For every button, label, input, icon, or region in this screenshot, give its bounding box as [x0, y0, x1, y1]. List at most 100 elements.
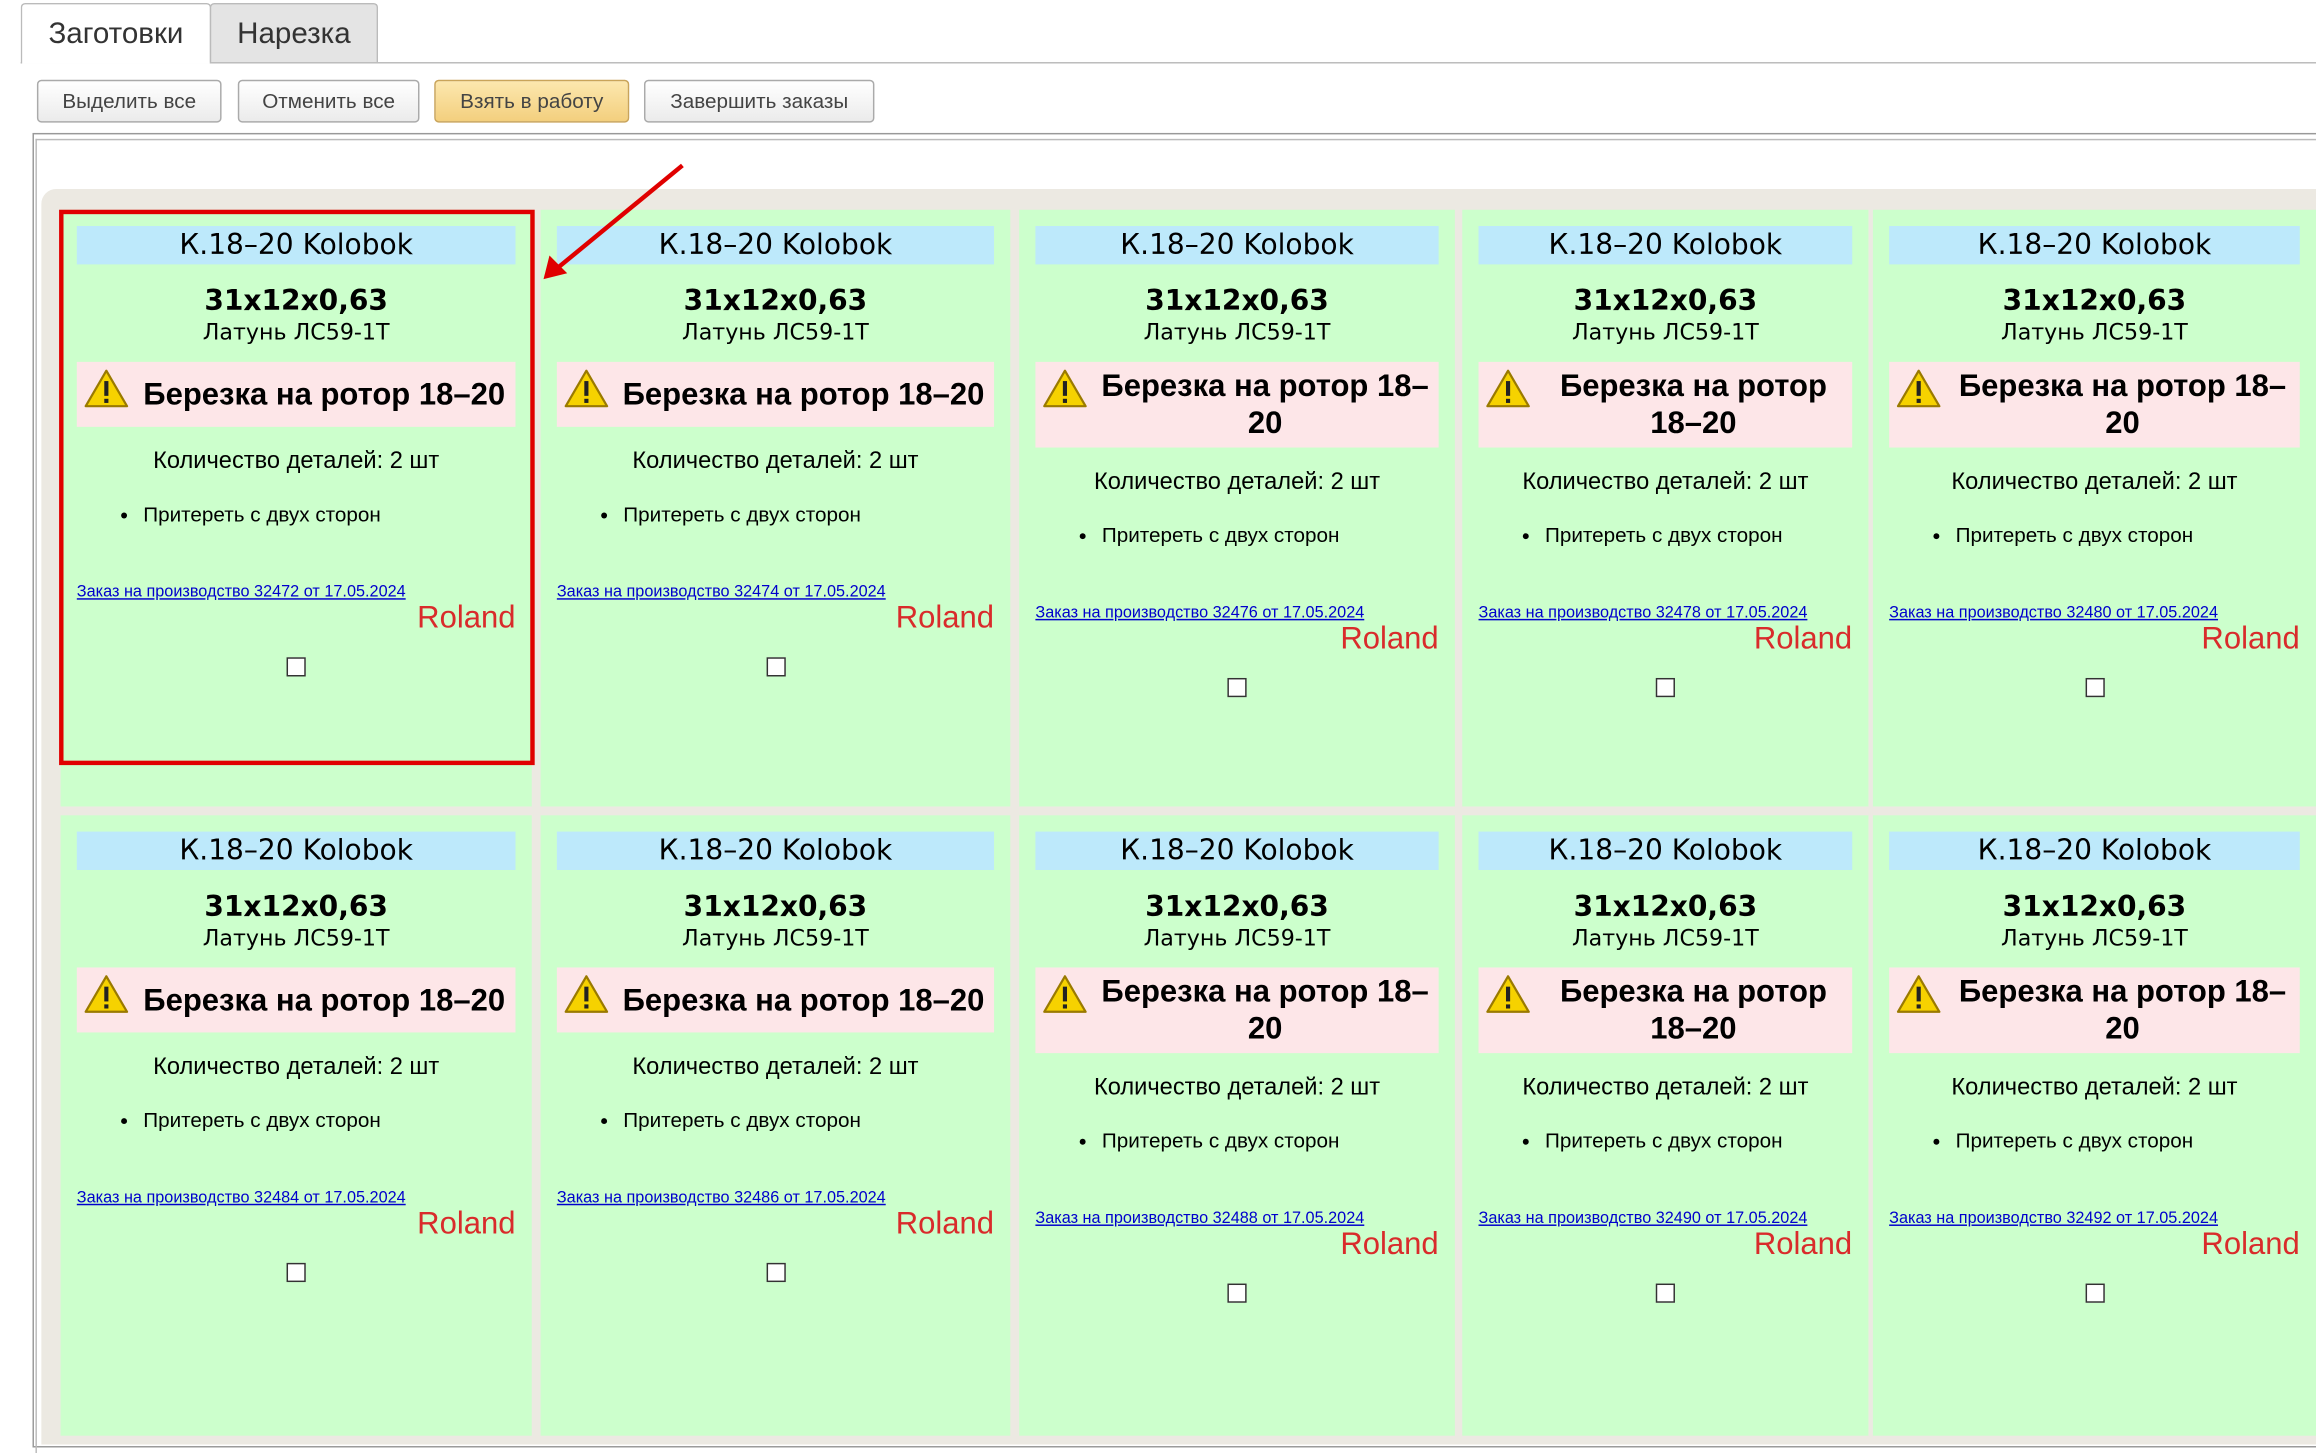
checkbox[interactable] — [2084, 677, 2105, 698]
card-title: К.18–20 Kolobok — [1889, 225, 2300, 265]
card-size: 31x12x0,63 — [2002, 285, 2187, 318]
card-author: Roland — [895, 1206, 995, 1241]
card-author: Roland — [2201, 621, 2300, 656]
card: К.18–20 Kolobok 31x12x0,63 Латунь ЛС59-1Т Б… — [1019, 815, 1455, 1436]
card-size: 31x12x0,63 — [204, 285, 388, 318]
tab[interactable]: Нарезка — [209, 2, 379, 63]
order-link[interactable]: Заказ на производство 32480 от 17.05.202… — [1889, 604, 2219, 622]
card-material: Латунь ЛС59-1Т — [1571, 924, 1759, 952]
card: К.18–20 Kolobok 31x12x0,63 Латунь ЛС59-1Т Б… — [60, 209, 532, 807]
checkbox[interactable] — [1655, 1283, 1675, 1303]
operations: Притереть с двух сторон — [77, 1106, 516, 1133]
operations: Притереть с двух сторон — [1035, 1127, 1438, 1154]
card-quantity: Количество деталей: 2 шт — [1522, 469, 1809, 495]
order-link[interactable]: Заказ на производство 32478 от 17.05.202… — [1478, 604, 1808, 622]
card-title: К.18–20 Kolobok — [556, 831, 995, 870]
operation: Притереть с двух сторон — [1102, 1127, 1439, 1154]
card-quantity: Количество деталей: 2 шт — [1951, 1075, 2238, 1101]
checkbox[interactable] — [286, 1262, 306, 1283]
order-link[interactable]: Заказ на производство 32486 от 17.05.202… — [556, 1189, 886, 1207]
highlight-box — [59, 209, 535, 766]
warning-icon — [564, 369, 609, 408]
card-author: Roland — [1753, 1227, 1853, 1262]
button[interactable]: Взять в работу — [434, 79, 630, 123]
order-link[interactable]: Заказ на производство 32492 от 17.05.202… — [1889, 1209, 2219, 1228]
card-size: 31x12x0,63 — [1573, 890, 1758, 924]
task-text: Березка на ротор 18–20 — [1559, 369, 1827, 441]
card-title: К.18–20 Kolobok — [76, 831, 516, 870]
card-task: Березка на ротор 18–20 — [1035, 967, 1439, 1054]
checkbox[interactable] — [1655, 677, 1675, 698]
operations: Притереть с двух сторон — [1479, 521, 1853, 548]
card-size: 31x12x0,63 — [683, 890, 868, 924]
order-link[interactable]: Заказ на производство 32484 от 17.05.202… — [76, 1189, 406, 1207]
operations: Притереть с двух сторон — [1889, 521, 2300, 548]
card-material: Латунь ЛС59-1Т — [2001, 924, 2188, 952]
operations: Притереть с двух сторон — [77, 501, 516, 528]
button[interactable]: Завершить заказы — [643, 79, 875, 123]
card: К.18–20 Kolobok 31x12x0,63 Латунь ЛС59-1Т Б… — [1872, 815, 2316, 1436]
operations: Притереть с двух сторон — [1889, 1127, 2300, 1154]
card: К.18–20 Kolobok 31x12x0,63 Латунь ЛС59-1Т Б… — [540, 815, 1011, 1436]
button[interactable]: Отменить все — [237, 79, 420, 123]
card: К.18–20 Kolobok 31x12x0,63 Латунь ЛС59-1Т Б… — [1872, 209, 2316, 807]
card-task: Березка на ротор 18–20 — [76, 967, 516, 1033]
card-quantity: Количество деталей: 2 шт — [1522, 1075, 1809, 1101]
operation: Притереть с двух сторон — [1956, 1127, 2300, 1154]
operation: Притереть с двух сторон — [1545, 521, 1852, 548]
operation: Притереть с двух сторон — [1545, 1127, 1852, 1154]
warning-icon — [1043, 975, 1087, 1013]
operation: Притереть с двух сторон — [623, 501, 994, 528]
card: К.18–20 Kolobok 31x12x0,63 Латунь ЛС59-1Т Б… — [1462, 815, 1869, 1436]
checkbox[interactable] — [1227, 1283, 1247, 1303]
card-author: Roland — [417, 1206, 516, 1241]
card-size: 31x12x0,63 — [1573, 285, 1758, 318]
order-link[interactable]: Заказ на производство 32488 от 17.05.202… — [1035, 1209, 1365, 1228]
card-author: Roland — [1340, 1227, 1439, 1262]
operations: Притереть с двух сторон — [557, 501, 994, 528]
card-material: Латунь ЛС59-1Т — [2001, 319, 2188, 346]
checkbox[interactable] — [765, 657, 786, 677]
card-author: Roland — [895, 601, 995, 636]
card-task: Березка на ротор 18–20 — [1478, 361, 1853, 448]
warning-icon — [84, 975, 129, 1013]
order-link[interactable]: Заказ на производство 32476 от 17.05.202… — [1035, 604, 1365, 622]
checkbox[interactable] — [765, 1262, 786, 1283]
card-quantity: Количество деталей: 2 шт — [1951, 469, 2238, 495]
tab[interactable]: Заготовки — [20, 2, 212, 64]
checkbox[interactable] — [286, 657, 306, 677]
card: К.18–20 Kolobok 31x12x0,63 Латунь ЛС59-1Т Б… — [540, 209, 1011, 807]
card-author: Roland — [2201, 1227, 2300, 1262]
card-title: К.18–20 Kolobok — [1478, 225, 1853, 265]
card-size: 31x12x0,63 — [204, 890, 388, 924]
card-material: Латунь ЛС59-1Т — [202, 319, 390, 346]
card-quantity: Количество деталей: 2 шт — [1093, 1075, 1381, 1101]
card-title: К.18–20 Kolobok — [1478, 831, 1853, 870]
button[interactable]: Выделить все — [36, 79, 222, 123]
task-text: Березка на ротор 18–20 — [1958, 974, 2287, 1046]
task-text: Березка на ротор 18–20 — [143, 377, 506, 412]
task-text: Березка на ротор 18–20 — [622, 982, 985, 1017]
warning-icon — [1896, 975, 1941, 1013]
checkbox[interactable] — [2084, 1283, 2105, 1303]
card-author: Roland — [1340, 621, 1439, 656]
card-size: 31x12x0,63 — [1145, 285, 1329, 318]
card-title: К.18–20 Kolobok — [1035, 831, 1439, 870]
card-title: К.18–20 Kolobok — [1035, 225, 1439, 265]
order-link[interactable]: Заказ на производство 32472 от 17.05.202… — [76, 583, 406, 602]
card-task: Березка на ротор 18–20 — [556, 967, 995, 1033]
card-quantity: Количество деталей: 2 шт — [632, 449, 919, 475]
tab-bar-line — [20, 62, 2316, 64]
order-link[interactable]: Заказ на производство 32490 от 17.05.202… — [1478, 1209, 1808, 1228]
checkbox[interactable] — [1227, 677, 1247, 698]
card-quantity: Количество деталей: 2 шт — [1093, 469, 1381, 495]
card-title: К.18–20 Kolobok — [76, 225, 516, 265]
card: К.18–20 Kolobok 31x12x0,63 Латунь ЛС59-1Т Б… — [1462, 209, 1869, 807]
operations: Притереть с двух сторон — [557, 1106, 994, 1133]
order-link[interactable]: Заказ на производство 32474 от 17.05.202… — [556, 583, 886, 602]
card-title: К.18–20 Kolobok — [1889, 831, 2300, 870]
card-author: Roland — [1753, 621, 1853, 656]
warning-icon — [1486, 975, 1530, 1013]
